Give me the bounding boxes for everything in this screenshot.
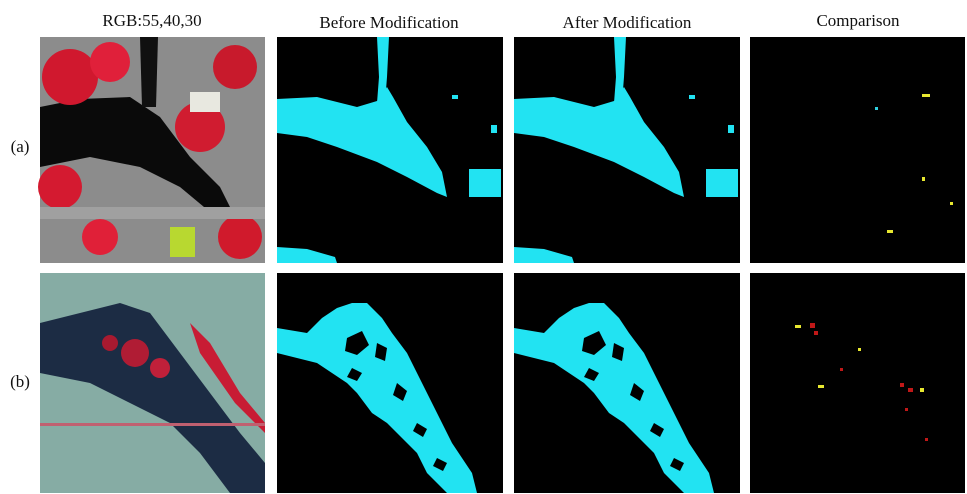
mask-before <box>277 273 503 493</box>
column-header: RGB:55,40,30 <box>102 11 201 30</box>
mask-before <box>277 37 503 263</box>
figure-canvas: RGB:55,40,30 Before Modification After M… <box>0 0 967 494</box>
row-label: (a) <box>11 137 30 156</box>
row-label: (b) <box>10 372 30 391</box>
column-header: Comparison <box>816 11 900 30</box>
comparison-image <box>750 273 965 493</box>
mask-after <box>514 37 740 263</box>
mask-after <box>514 273 740 493</box>
rgb-image <box>40 273 265 493</box>
comparison-image <box>750 37 965 263</box>
rgb-image <box>38 37 265 263</box>
figure: RGB:55,40,30 Before Modification After M… <box>0 0 967 494</box>
column-header: After Modification <box>563 13 692 32</box>
column-header: Before Modification <box>319 13 459 32</box>
